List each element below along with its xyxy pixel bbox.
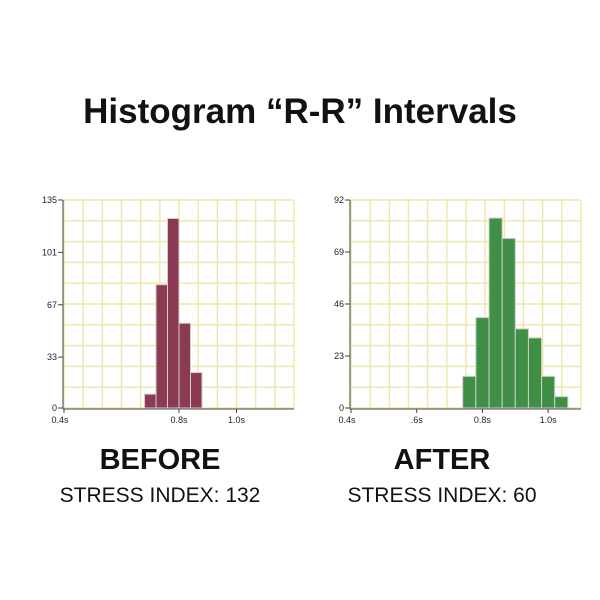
before-stress-index: STRESS INDEX: 132 [59, 484, 261, 507]
after-histogram: 0 23 46 69 92 0.4s .6s 0.8s 1.0s [334, 195, 582, 425]
after-x-tick-label: 0.8s [474, 415, 492, 425]
after-bar [554, 396, 569, 409]
after-bar [514, 328, 529, 409]
before-bar [144, 393, 157, 409]
before-y-tick-label: 135 [42, 195, 57, 205]
before-x-tick-label: 1.0s [228, 415, 246, 425]
before-bar [190, 372, 203, 409]
after-stress-index: STRESS INDEX: 60 [347, 484, 537, 507]
after-x-tick-label: 1.0s [540, 415, 558, 425]
before-bar [167, 217, 180, 409]
after-y-tick-label: 0 [339, 403, 344, 413]
page-title: Histogram “R-R” Intervals [83, 92, 517, 131]
before-y-tick-label: 0 [52, 403, 57, 413]
after-bar [501, 237, 516, 409]
after-x-tick-label: .6s [411, 415, 424, 425]
before-x-tick-label: 0.4s [51, 415, 69, 425]
after-y-tick-label: 46 [334, 299, 344, 309]
before-y-tick-label: 33 [47, 352, 57, 362]
before-bar [155, 284, 168, 409]
after-y-tick-label: 69 [334, 247, 344, 257]
after-bar [527, 337, 543, 409]
before-histogram: 0 33 67 101 135 0.4s 0.8s 1.0s [42, 195, 295, 425]
before-x-tick-label: 0.8s [170, 415, 188, 425]
after-grid [350, 199, 582, 409]
before-y-tick-label: 101 [42, 247, 57, 257]
after-bar [488, 217, 503, 409]
before-bar [178, 322, 191, 409]
before-y-tick-label: 67 [47, 300, 57, 310]
before-heading: BEFORE [99, 444, 221, 476]
after-y-tick-label: 23 [334, 351, 344, 361]
after-y-tick-label: 92 [334, 195, 344, 205]
after-bar [462, 375, 477, 409]
after-heading: AFTER [393, 444, 491, 476]
after-x-tick-label: 0.4s [338, 415, 356, 425]
after-bar [541, 375, 556, 409]
after-bar [475, 317, 490, 409]
